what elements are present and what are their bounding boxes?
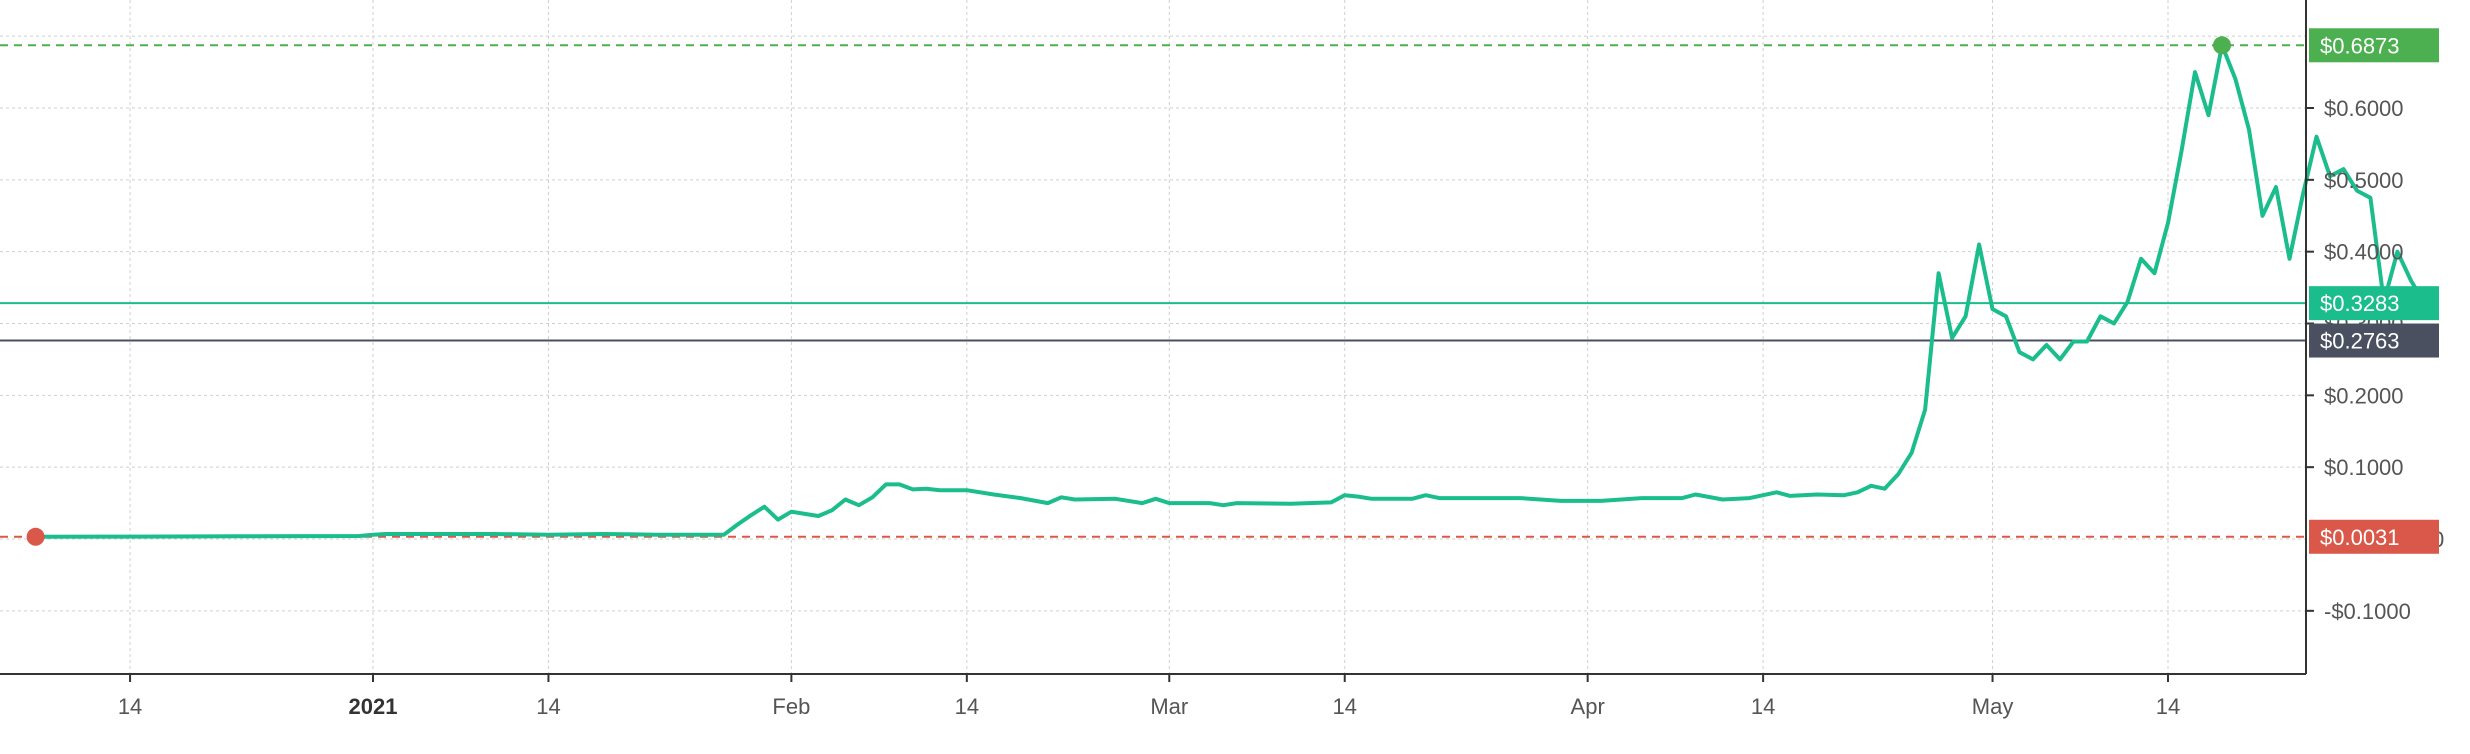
marker-0 [26, 527, 45, 546]
x-tick-label-8: 14 [1751, 694, 1775, 719]
price-series [33, 43, 2427, 539]
reference-lines [0, 44, 2306, 538]
y-tick-label-6: -$0.1000 [2324, 599, 2411, 624]
marker-1 [2212, 36, 2231, 55]
price-tags: $0.6873 $0.3283 $0.2763 $0.0031 [2309, 28, 2439, 554]
y-tick-label-2: $0.4000 [2324, 240, 2404, 265]
x-tick-label-7: Apr [1571, 694, 1605, 719]
axes [0, 0, 2307, 675]
x-tick-label-3: Feb [772, 694, 810, 719]
y-tick-label-4: $0.2000 [2324, 383, 2404, 408]
price-tag-1 [2309, 286, 2439, 321]
x-tick-label-9: May [1972, 694, 2014, 719]
x-tick-label-4: 14 [955, 694, 979, 719]
y-tick-label-1: $0.5000 [2324, 168, 2404, 193]
y-tick-label-0: $0.6000 [2324, 96, 2404, 121]
markers [26, 36, 2231, 546]
x-tick-label-5: Mar [1150, 694, 1188, 719]
price-tag-label-2: $0.2763 [2320, 329, 2400, 354]
price-tag-0 [2309, 28, 2439, 63]
price-tag-label-0: $0.6873 [2320, 33, 2400, 58]
x-tick-label-6: 14 [1332, 694, 1356, 719]
x-axis-ticks: 14 2021 14 Feb 14 Mar 14 Apr 14 May 14 [118, 674, 2180, 719]
price-tag-3 [2309, 519, 2439, 554]
series-line-0 [33, 43, 2427, 539]
y-tick-label-5: $0.1000 [2324, 455, 2404, 480]
price-tag-label-3: $0.0031 [2320, 525, 2400, 550]
x-tick-label-10: 14 [2156, 694, 2180, 719]
price-tag-2 [2309, 323, 2439, 358]
x-tick-label-0: 14 [118, 694, 142, 719]
price-tag-label-1: $0.3283 [2320, 291, 2400, 316]
x-tick-label-1: 2021 [349, 694, 398, 719]
x-tick-label-2: 14 [536, 694, 560, 719]
grid-lines [0, 0, 2306, 674]
